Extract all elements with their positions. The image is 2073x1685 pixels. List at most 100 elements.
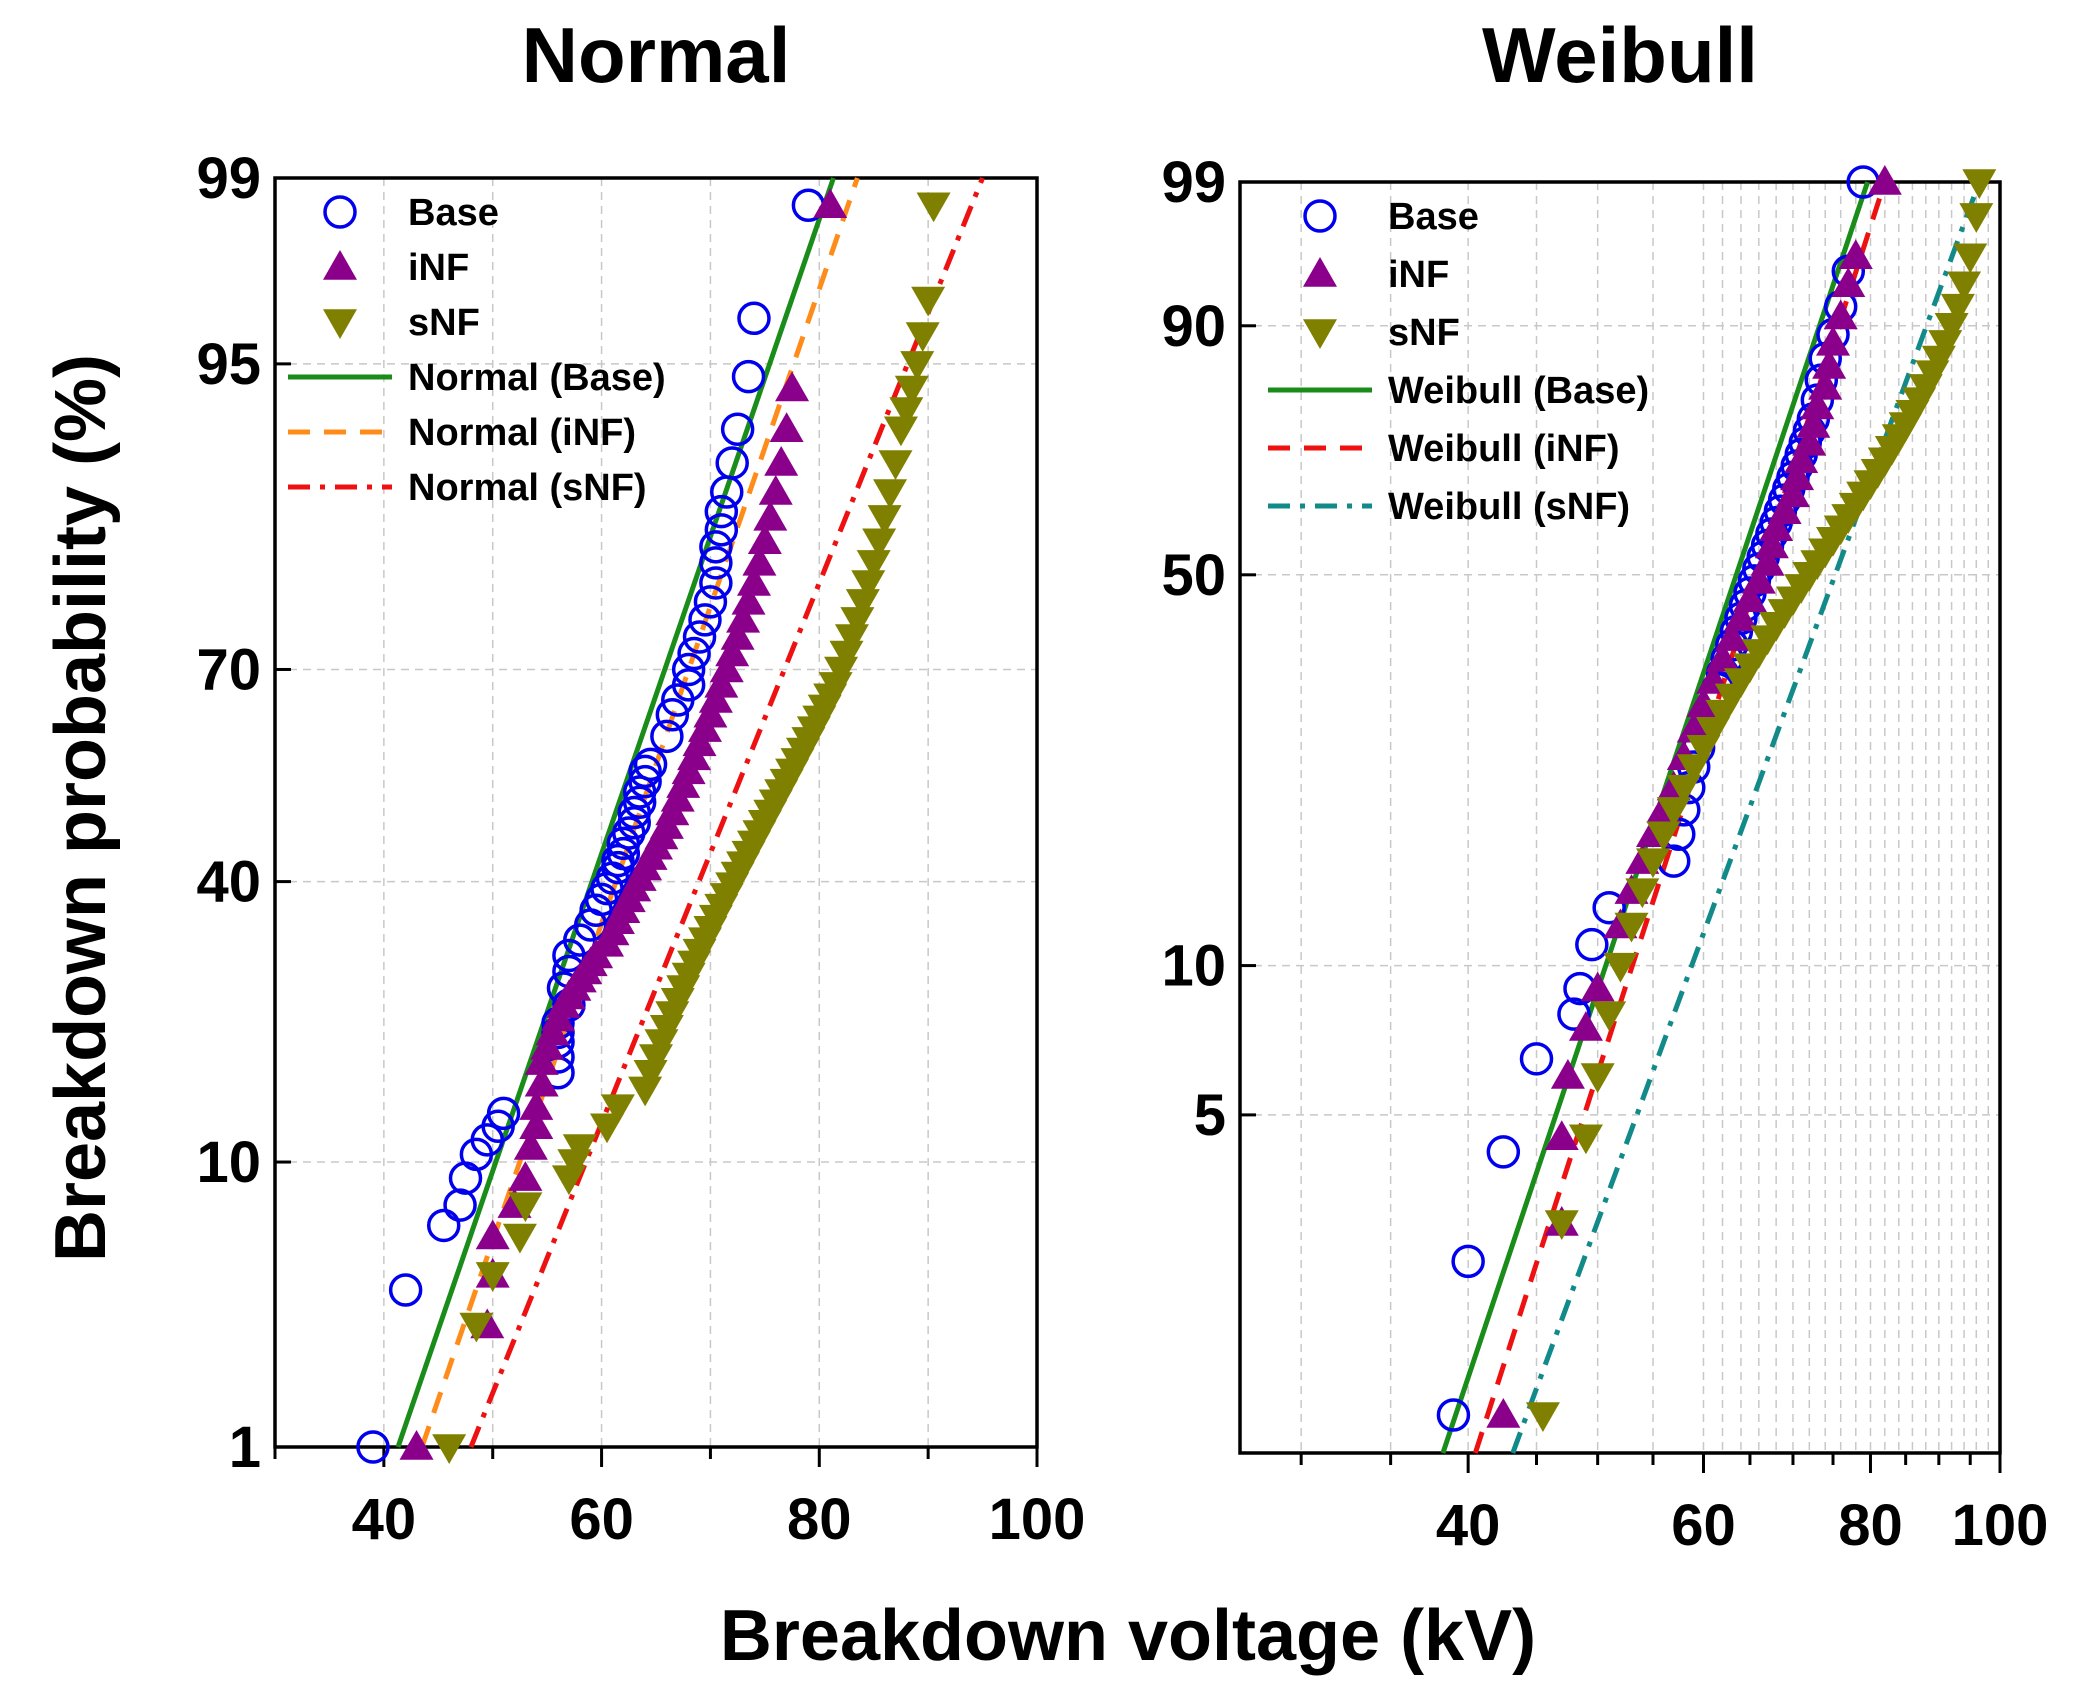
- data-point: [459, 1312, 494, 1343]
- data-point: [1575, 927, 1609, 962]
- legend-marker: [323, 309, 357, 339]
- data-point: [650, 719, 684, 754]
- data-point: [1780, 460, 1815, 491]
- data-point: [1953, 243, 1988, 274]
- data-area: [356, 177, 985, 1464]
- data-point: [1676, 712, 1711, 743]
- legend-marker: [323, 250, 357, 280]
- data-point: [900, 351, 935, 381]
- x-tick-label: 100: [989, 1487, 1086, 1552]
- plot-frame: [273, 176, 1039, 1449]
- data-point: [1568, 1124, 1603, 1155]
- data-point: [699, 546, 733, 580]
- data-point: [655, 697, 690, 732]
- x-tick-label: 40: [352, 1487, 417, 1552]
- data-point: [753, 500, 788, 531]
- data-point: [720, 620, 755, 650]
- data-point: [699, 566, 733, 600]
- y-axis-label: Breakdown probability (%): [41, 354, 121, 1262]
- series-inf: [1486, 165, 1902, 1428]
- y-tick-label: 50: [1161, 543, 1226, 608]
- data-point: [720, 412, 755, 447]
- data-point: [867, 505, 902, 535]
- data-point: [905, 322, 940, 353]
- y-tick-label: 1: [229, 1415, 261, 1480]
- data-point: [1592, 890, 1626, 925]
- data-point: [606, 836, 641, 871]
- data-point: [1519, 1042, 1554, 1076]
- normal-panel: Normal 1 10 40 70 95 99 40 60 80 100 Base iNF sNF Norm…: [196, 11, 1085, 1552]
- data-point: [1592, 1001, 1627, 1032]
- legend-label: Normal (sNF): [408, 467, 647, 509]
- data-point: [1580, 1063, 1615, 1093]
- data-point: [911, 286, 946, 317]
- data-point: [856, 550, 891, 580]
- data-point: [475, 1219, 510, 1250]
- data-point: [742, 545, 777, 576]
- y-tick-label: 99: [1161, 150, 1226, 215]
- x-tick-label: 80: [1838, 1493, 1903, 1558]
- data-point: [399, 1430, 434, 1460]
- data-point: [562, 1134, 597, 1165]
- data-point: [1816, 325, 1851, 356]
- data-point: [758, 475, 793, 505]
- data-point: [715, 446, 749, 480]
- data-point: [671, 668, 706, 702]
- data-point: [1754, 528, 1789, 559]
- data-point: [834, 624, 869, 655]
- legend: Base iNF sNF Normal (Base) Normal (iNF) Norma…: [288, 192, 666, 509]
- data-point: [633, 747, 668, 782]
- legend-label: Weibull (iNF): [1388, 428, 1620, 470]
- data-point: [889, 397, 924, 427]
- legend-marker: [323, 195, 357, 229]
- data-point: [731, 584, 766, 615]
- data-point: [1784, 443, 1819, 474]
- data-point: [736, 565, 771, 596]
- data-point: [1792, 425, 1827, 456]
- legend-label: sNF: [1388, 312, 1460, 354]
- data-point: [769, 412, 804, 443]
- data-point: [704, 667, 739, 698]
- data-point: [508, 1192, 543, 1223]
- legend-label: Base: [1388, 196, 1479, 238]
- data-point: [388, 1273, 423, 1307]
- data-point: [699, 530, 733, 564]
- data-point: [1656, 797, 1691, 827]
- data-point: [1867, 165, 1902, 195]
- legend-label: Normal (iNF): [408, 412, 636, 454]
- data-point: [840, 607, 875, 637]
- y-tick-label: 90: [1161, 294, 1226, 359]
- fit-line: [468, 177, 985, 1448]
- legend-marker: [1303, 257, 1337, 287]
- data-point: [671, 652, 706, 687]
- data-point: [775, 371, 810, 402]
- plot-frame: [1238, 180, 2002, 1455]
- data-point: [1808, 369, 1843, 400]
- data-point: [704, 494, 739, 529]
- data-point: [1741, 563, 1776, 594]
- data-point: [1603, 952, 1638, 983]
- x-tick-label: 80: [787, 1487, 852, 1552]
- data-point: [845, 589, 880, 619]
- data-point: [883, 416, 918, 447]
- x-tick-label: 40: [1436, 1493, 1501, 1558]
- data-point: [1723, 601, 1758, 632]
- fit-line: [395, 177, 836, 1448]
- data-point: [1934, 313, 1969, 343]
- data-point: [704, 513, 739, 547]
- legend: Base iNF sNF Weibull (Base) Weibull (iNF) Wei…: [1268, 196, 1649, 528]
- legend-label: iNF: [408, 247, 469, 289]
- data-point: [1614, 912, 1649, 943]
- data-point: [851, 570, 886, 600]
- legend-label: iNF: [1388, 254, 1449, 296]
- data-point: [1796, 408, 1831, 438]
- data-point: [1812, 348, 1847, 379]
- data-point: [747, 524, 782, 555]
- legend-marker: [1303, 199, 1337, 233]
- x-tick-label: 100: [1952, 1493, 2049, 1558]
- data-point: [513, 1130, 548, 1160]
- data-point: [628, 754, 662, 789]
- data-point: [1666, 774, 1701, 805]
- grid: [1240, 182, 2000, 1453]
- data-point: [878, 450, 913, 480]
